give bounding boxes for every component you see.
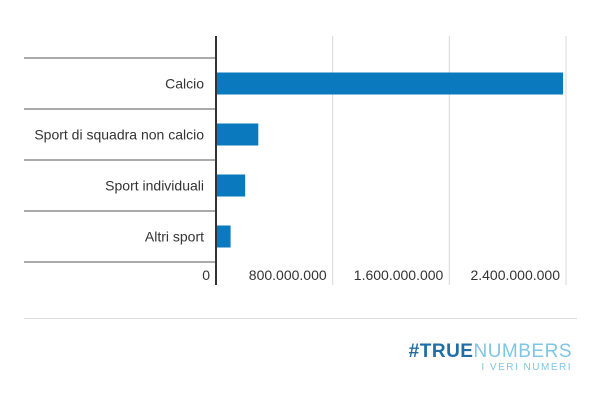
logo-true: TRUE (419, 341, 474, 362)
bar (216, 174, 246, 197)
tick-labels: 0 800.000.000 1.600.000.000 2.400.000.000 (202, 267, 560, 283)
bar (216, 123, 259, 146)
truenumbers-logo: #TRUENUMBERS I VERI NUMERI (409, 342, 572, 374)
bar (216, 72, 564, 95)
tick-label: 2.400.000.000 (470, 267, 560, 283)
category-label: Calcio (165, 76, 204, 92)
logo-numbers: NUMBERS (473, 341, 572, 362)
logo-hash: # (408, 341, 420, 362)
category-separators (24, 57, 216, 263)
footer-divider (24, 318, 577, 319)
logo-subtitle: I VERI NUMERI (481, 362, 572, 373)
bar-chart: Calcio Sport di squadra non calcio Sport i… (24, 36, 567, 285)
bars (216, 72, 564, 248)
category-label: Altri sport (145, 229, 204, 245)
tick-label: 0 (202, 267, 210, 283)
tick-label: 800.000.000 (249, 267, 327, 283)
bar (216, 225, 231, 248)
category-label: Sport di squadra non calcio (34, 127, 204, 143)
category-label: Sport individuali (105, 178, 204, 194)
tick-label: 1.600.000.000 (354, 267, 444, 283)
logo-wordmark: #TRUENUMBERS (409, 342, 572, 362)
category-labels: Calcio Sport di squadra non calcio Sport i… (34, 76, 204, 245)
